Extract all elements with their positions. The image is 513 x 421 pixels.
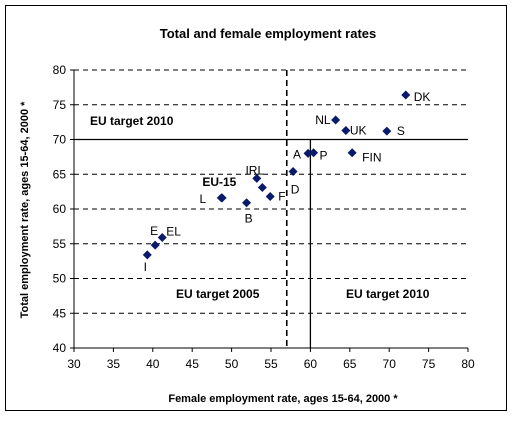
y-tick-label-65: 65 bbox=[53, 167, 67, 181]
point-i bbox=[142, 250, 152, 260]
point-labels: DK NL UK S FIN A P D IRL F EU-15 B L EL E I bbox=[144, 90, 431, 274]
point-a bbox=[303, 148, 313, 158]
point-label-el: EL bbox=[166, 224, 181, 238]
x-tick-label-55: 55 bbox=[264, 357, 278, 371]
x-tick-label-30: 30 bbox=[67, 357, 81, 371]
y-tick-label-70: 70 bbox=[53, 133, 67, 147]
point-l bbox=[217, 193, 227, 203]
data-points bbox=[142, 90, 411, 260]
annotation-eu-target-2010-top: EU target 2010 bbox=[90, 114, 174, 128]
point-b bbox=[242, 198, 252, 208]
point-f bbox=[265, 191, 275, 201]
y-tick-labels: 40 45 50 55 60 65 70 75 80 bbox=[53, 63, 67, 355]
point-p bbox=[309, 148, 319, 158]
x-tick-label-80: 80 bbox=[461, 357, 475, 371]
x-tick-label-75: 75 bbox=[422, 357, 436, 371]
x-tick-label-50: 50 bbox=[225, 357, 239, 371]
point-irl bbox=[252, 173, 262, 183]
point-d bbox=[288, 166, 298, 176]
x-tick-label-70: 70 bbox=[383, 357, 397, 371]
annotation-eu-target-2005: EU target 2005 bbox=[176, 287, 260, 301]
grid-lines bbox=[74, 69, 468, 314]
point-label-nl: NL bbox=[315, 113, 331, 127]
point-label-uk: UK bbox=[350, 123, 367, 137]
point-uk bbox=[341, 125, 351, 135]
y-tick-label-45: 45 bbox=[53, 306, 67, 320]
point-dk bbox=[401, 90, 411, 100]
point-s bbox=[382, 126, 392, 136]
point-label-eu-15: EU-15 bbox=[202, 175, 236, 189]
point-el bbox=[157, 232, 167, 242]
y-tick-label-50: 50 bbox=[53, 272, 67, 286]
point-label-e: E bbox=[150, 224, 158, 238]
chart-frame bbox=[5, 5, 507, 411]
point-label-a: A bbox=[293, 147, 301, 161]
point-label-d: D bbox=[291, 182, 300, 196]
point-label-dk: DK bbox=[414, 90, 431, 104]
point-label-s: S bbox=[397, 124, 405, 138]
point-fin bbox=[347, 148, 357, 158]
reference-lines bbox=[74, 70, 468, 348]
point-unlabeled-9 bbox=[257, 182, 267, 192]
y-tick-label-75: 75 bbox=[53, 98, 67, 112]
y-axis-label: Total employment rate, ages 15-64, 2000 … bbox=[19, 101, 31, 319]
annotation-eu-target-2010-bottom: EU target 2010 bbox=[346, 287, 430, 301]
x-tick-label-65: 65 bbox=[343, 357, 357, 371]
point-label-fin: FIN bbox=[362, 151, 381, 165]
axes bbox=[70, 69, 469, 352]
y-tick-label-60: 60 bbox=[53, 202, 67, 216]
point-label-f: F bbox=[278, 189, 285, 203]
point-e bbox=[150, 240, 160, 250]
x-axis-label: Female employment rate, ages 15-64, 2000… bbox=[168, 393, 398, 405]
point-label-b: B bbox=[245, 212, 253, 226]
y-tick-label-55: 55 bbox=[53, 237, 67, 251]
x-tick-label-40: 40 bbox=[146, 357, 160, 371]
x-tick-label-35: 35 bbox=[107, 357, 121, 371]
point-label-p: P bbox=[320, 149, 328, 163]
x-tick-label-60: 60 bbox=[304, 357, 318, 371]
chart-title: Total and female employment rates bbox=[160, 26, 377, 41]
point-label-i: I bbox=[144, 260, 147, 274]
x-tick-labels: 30 35 40 45 50 55 60 65 70 75 80 bbox=[67, 357, 475, 371]
point-label-l: L bbox=[199, 192, 206, 206]
point-label-irl: IRL bbox=[245, 163, 264, 177]
y-tick-label-80: 80 bbox=[53, 63, 67, 77]
x-tick-label-45: 45 bbox=[186, 357, 200, 371]
point-nl bbox=[331, 115, 341, 125]
y-tick-label-40: 40 bbox=[53, 341, 67, 355]
